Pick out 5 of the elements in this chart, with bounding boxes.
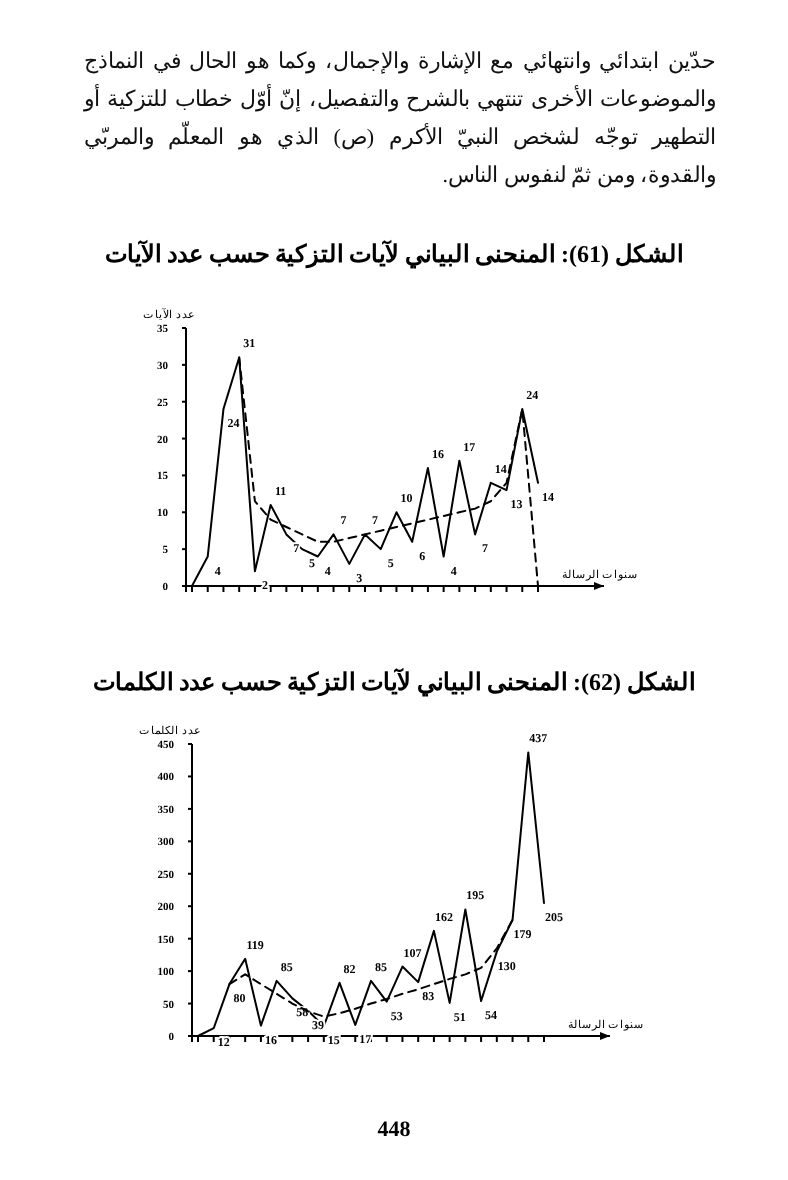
chart-title: الشكل (61): المنحنى البياني لآيات التزكية حسب عدد الآيات [105,238,683,270]
line-series [228,918,514,1018]
text: 448 [377,1118,412,1142]
chart-title: الشكل (62): المنحنى البياني لآيات التزكية حسب عدد الكلمات [93,666,695,698]
text: حدّين ابتدائي وانتهائي مع الإشارة والإجمال، وكما هو الحال في النماذج والموضوعات الأخرى تنتهي بالشرح والتفصيل، إنّ أوّل خطاب للتزكية أو التطهير توجّه لشخص النبيّ الأكرم (ص) الذي هو المعلّم والمربّي والقدوة، ومن ثمّ لنفوس الناس. [84,48,716,192]
